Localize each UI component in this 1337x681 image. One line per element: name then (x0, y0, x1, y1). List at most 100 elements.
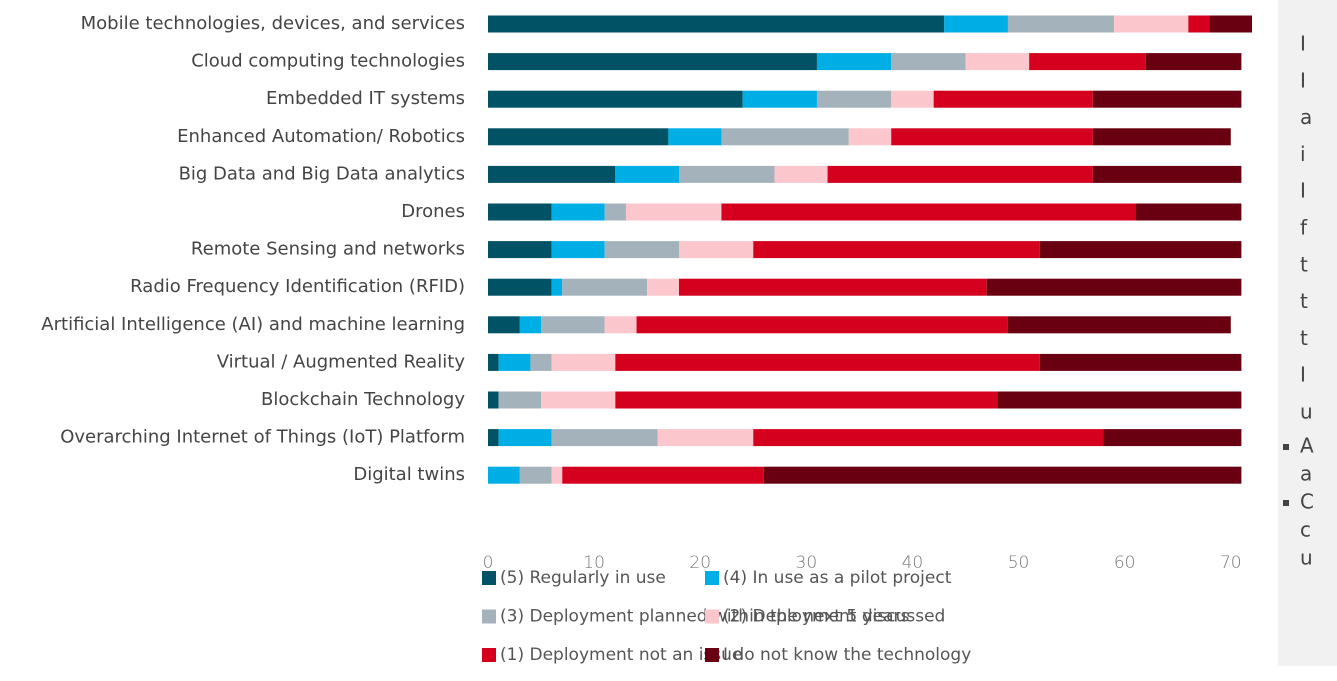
bar-segment (1039, 241, 1242, 259)
bar-segment (774, 165, 828, 183)
bar-segment (636, 316, 1008, 334)
bullet (1283, 500, 1289, 506)
bar-segment (551, 203, 605, 221)
y-tick-label: Embedded IT systems (266, 88, 465, 109)
y-tick-label: Big Data and Big Data analytics (179, 163, 465, 184)
side-text: c (1300, 518, 1311, 542)
side-text: f (1300, 216, 1308, 240)
bar-segment (488, 15, 945, 33)
bar-segment (753, 241, 1040, 259)
bar-segment (668, 128, 722, 146)
legend-label: (3) Deployment planned within the next 5… (500, 607, 909, 627)
side-text: I (1300, 68, 1306, 92)
bar-segment (1092, 128, 1231, 146)
bar-segment (647, 278, 679, 296)
bar-segment (519, 466, 552, 484)
bar-segment (551, 466, 563, 484)
legend-swatch (482, 609, 496, 624)
x-tick-label: 70 (1220, 553, 1242, 573)
bar-segment (763, 466, 1242, 484)
side-panel (1278, 0, 1337, 666)
y-tick-label: Overarching Internet of Things (IoT) Pla… (60, 427, 465, 448)
x-tick-label: 0 (483, 553, 494, 573)
bar-segment (1135, 203, 1242, 221)
bar-segment (891, 128, 1093, 146)
bar-segment (1092, 90, 1242, 108)
bar-segment (488, 241, 552, 259)
x-tick-label: 20 (689, 553, 711, 573)
bar-segment (519, 316, 542, 334)
bar-segment (679, 241, 754, 259)
legend-swatch (705, 571, 719, 585)
side-text: I (1300, 363, 1306, 387)
bar-segment (551, 278, 563, 296)
side-text: i (1300, 142, 1306, 166)
bar-segment (891, 90, 934, 108)
bar-segment (604, 316, 637, 334)
y-tick-label: Radio Frequency Identification (RFID) (130, 276, 465, 297)
bar-segment (551, 429, 658, 447)
bar-segment (604, 241, 679, 259)
bar-segment (1209, 15, 1252, 33)
bar-segment (997, 391, 1242, 409)
bar-segment (615, 165, 679, 183)
side-text: A (1300, 434, 1314, 458)
side-text: t (1300, 326, 1308, 350)
bar-segment (551, 241, 605, 259)
legend-swatch (482, 648, 496, 662)
bar-segment (1103, 429, 1242, 447)
x-tick-label: 50 (1008, 553, 1030, 573)
side-text: a (1300, 462, 1312, 486)
bar-segment (498, 353, 531, 371)
x-tick-label: 60 (1114, 553, 1136, 573)
side-text: C (1300, 490, 1314, 514)
bar-segment (541, 316, 605, 334)
y-tick-label: Enhanced Automation/ Robotics (177, 126, 465, 147)
bar-segment (721, 203, 1136, 221)
bar-segment (1029, 53, 1146, 71)
bar-segment (604, 203, 626, 221)
bar-segment (488, 316, 520, 334)
bar-segment (562, 278, 648, 296)
bar-segment (933, 90, 1093, 108)
legend-label: (4) In use as a pilot project (723, 568, 952, 588)
bar-segment (498, 391, 542, 409)
bar-segment (625, 203, 722, 221)
bar-segment (742, 90, 817, 108)
y-tick-label: Mobile technologies, devices, and servic… (81, 13, 465, 34)
bar-segment (1145, 53, 1242, 71)
y-tick-label: Digital twins (353, 464, 465, 485)
y-tick-label: Virtual / Augmented Reality (217, 351, 466, 372)
bar-segment (721, 128, 849, 146)
bar-segment (753, 429, 1104, 447)
bar-segment (944, 15, 1008, 33)
bar-segment (530, 353, 552, 371)
legend-swatch (705, 648, 719, 662)
bar-segment (816, 53, 892, 71)
bar-segment (488, 466, 520, 484)
bar-segment (891, 53, 966, 71)
legend-label: (2) Deployment discussed (723, 607, 945, 627)
bar-segment (1114, 15, 1189, 33)
bar-segment (1007, 15, 1115, 33)
bar-segment (657, 429, 754, 447)
y-tick-label: Cloud computing technologies (191, 51, 465, 72)
bar-segment (488, 353, 499, 371)
y-tick-label: Remote Sensing and networks (191, 239, 465, 260)
bar-segment (541, 391, 616, 409)
side-text: u (1300, 400, 1313, 424)
bar-segment (1188, 15, 1210, 33)
bar-segment (816, 90, 892, 108)
x-tick-label: 10 (583, 553, 605, 573)
bar-segment (848, 128, 892, 146)
side-text: u (1300, 546, 1313, 570)
bar-segment (498, 429, 552, 447)
bar-segment (679, 278, 987, 296)
bar-segment (562, 466, 764, 484)
bar-segment (679, 165, 775, 183)
side-text: I (1300, 179, 1306, 203)
bar-segment (615, 391, 998, 409)
bar-segment (488, 90, 743, 108)
legend-label: (1) Deployment not an issue (500, 645, 742, 665)
